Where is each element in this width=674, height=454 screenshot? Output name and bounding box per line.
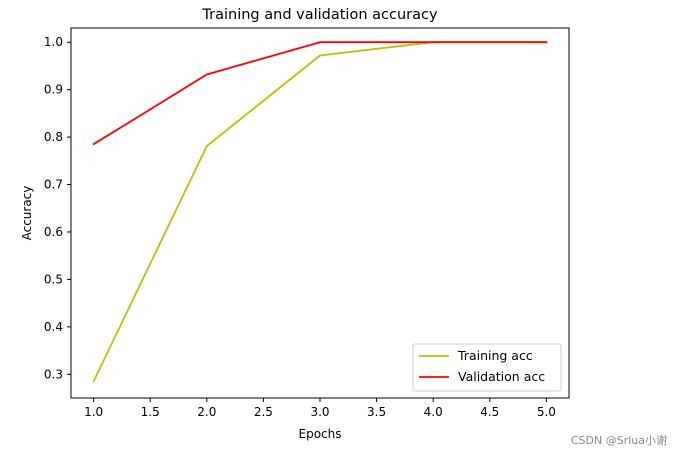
x-tick-label: 1.0 (84, 405, 103, 419)
y-tick-label: 0.9 (44, 83, 63, 97)
legend: Training acc Validation acc (412, 343, 562, 392)
legend-box (412, 343, 562, 392)
series-line-validation-acc (93, 41, 547, 145)
x-axis-ticks: 1.0 1.5 2.0 2.5 3.0 3.5 4.0 4.5 5.0 (84, 398, 556, 419)
x-tick-label: 2.5 (254, 405, 273, 419)
x-tick-label: 4.5 (480, 405, 499, 419)
y-axis-ticks: 0.3 0.4 0.5 0.6 0.7 0.8 0.9 1.0 (44, 35, 71, 381)
y-tick-label: 0.3 (44, 367, 63, 381)
data-point-training-acc (319, 54, 321, 57)
y-tick-label: 0.6 (44, 225, 63, 239)
x-tick-label: 5.0 (537, 405, 556, 419)
data-point-training-acc (92, 380, 95, 383)
x-tick-label: 3.5 (367, 405, 386, 419)
x-tick-label: 2.0 (197, 405, 216, 419)
watermark-text: CSDN @Srlua小谢 (571, 433, 667, 447)
data-point-validation-acc (92, 143, 95, 146)
series-layer (92, 41, 548, 383)
data-point-validation-acc (319, 41, 321, 44)
x-tick-label: 3.0 (310, 405, 329, 419)
chart-title: Training and validation accuracy (201, 7, 438, 23)
y-tick-label: 0.5 (44, 272, 63, 286)
series-line-training-acc (92, 41, 547, 382)
data-point-training-acc (205, 145, 208, 148)
plot-frame (70, 27, 570, 399)
data-point-validation-acc (545, 41, 548, 44)
data-point-validation-acc (205, 73, 208, 76)
legend-label-validation: Validation acc (458, 369, 545, 384)
data-point-validation-acc (432, 41, 435, 44)
y-tick-label: 1.0 (44, 35, 63, 49)
y-axis-label: Accuracy (20, 186, 34, 241)
y-tick-label: 0.4 (44, 320, 63, 334)
legend-label-training: Training acc (457, 348, 533, 363)
plot-area (70, 27, 570, 399)
x-tick-label: 4.0 (424, 405, 443, 419)
y-tick-label: 0.7 (44, 178, 63, 192)
x-axis-label: Epochs (299, 427, 342, 441)
x-tick-label: 1.5 (141, 405, 160, 419)
y-tick-label: 0.8 (44, 130, 63, 144)
